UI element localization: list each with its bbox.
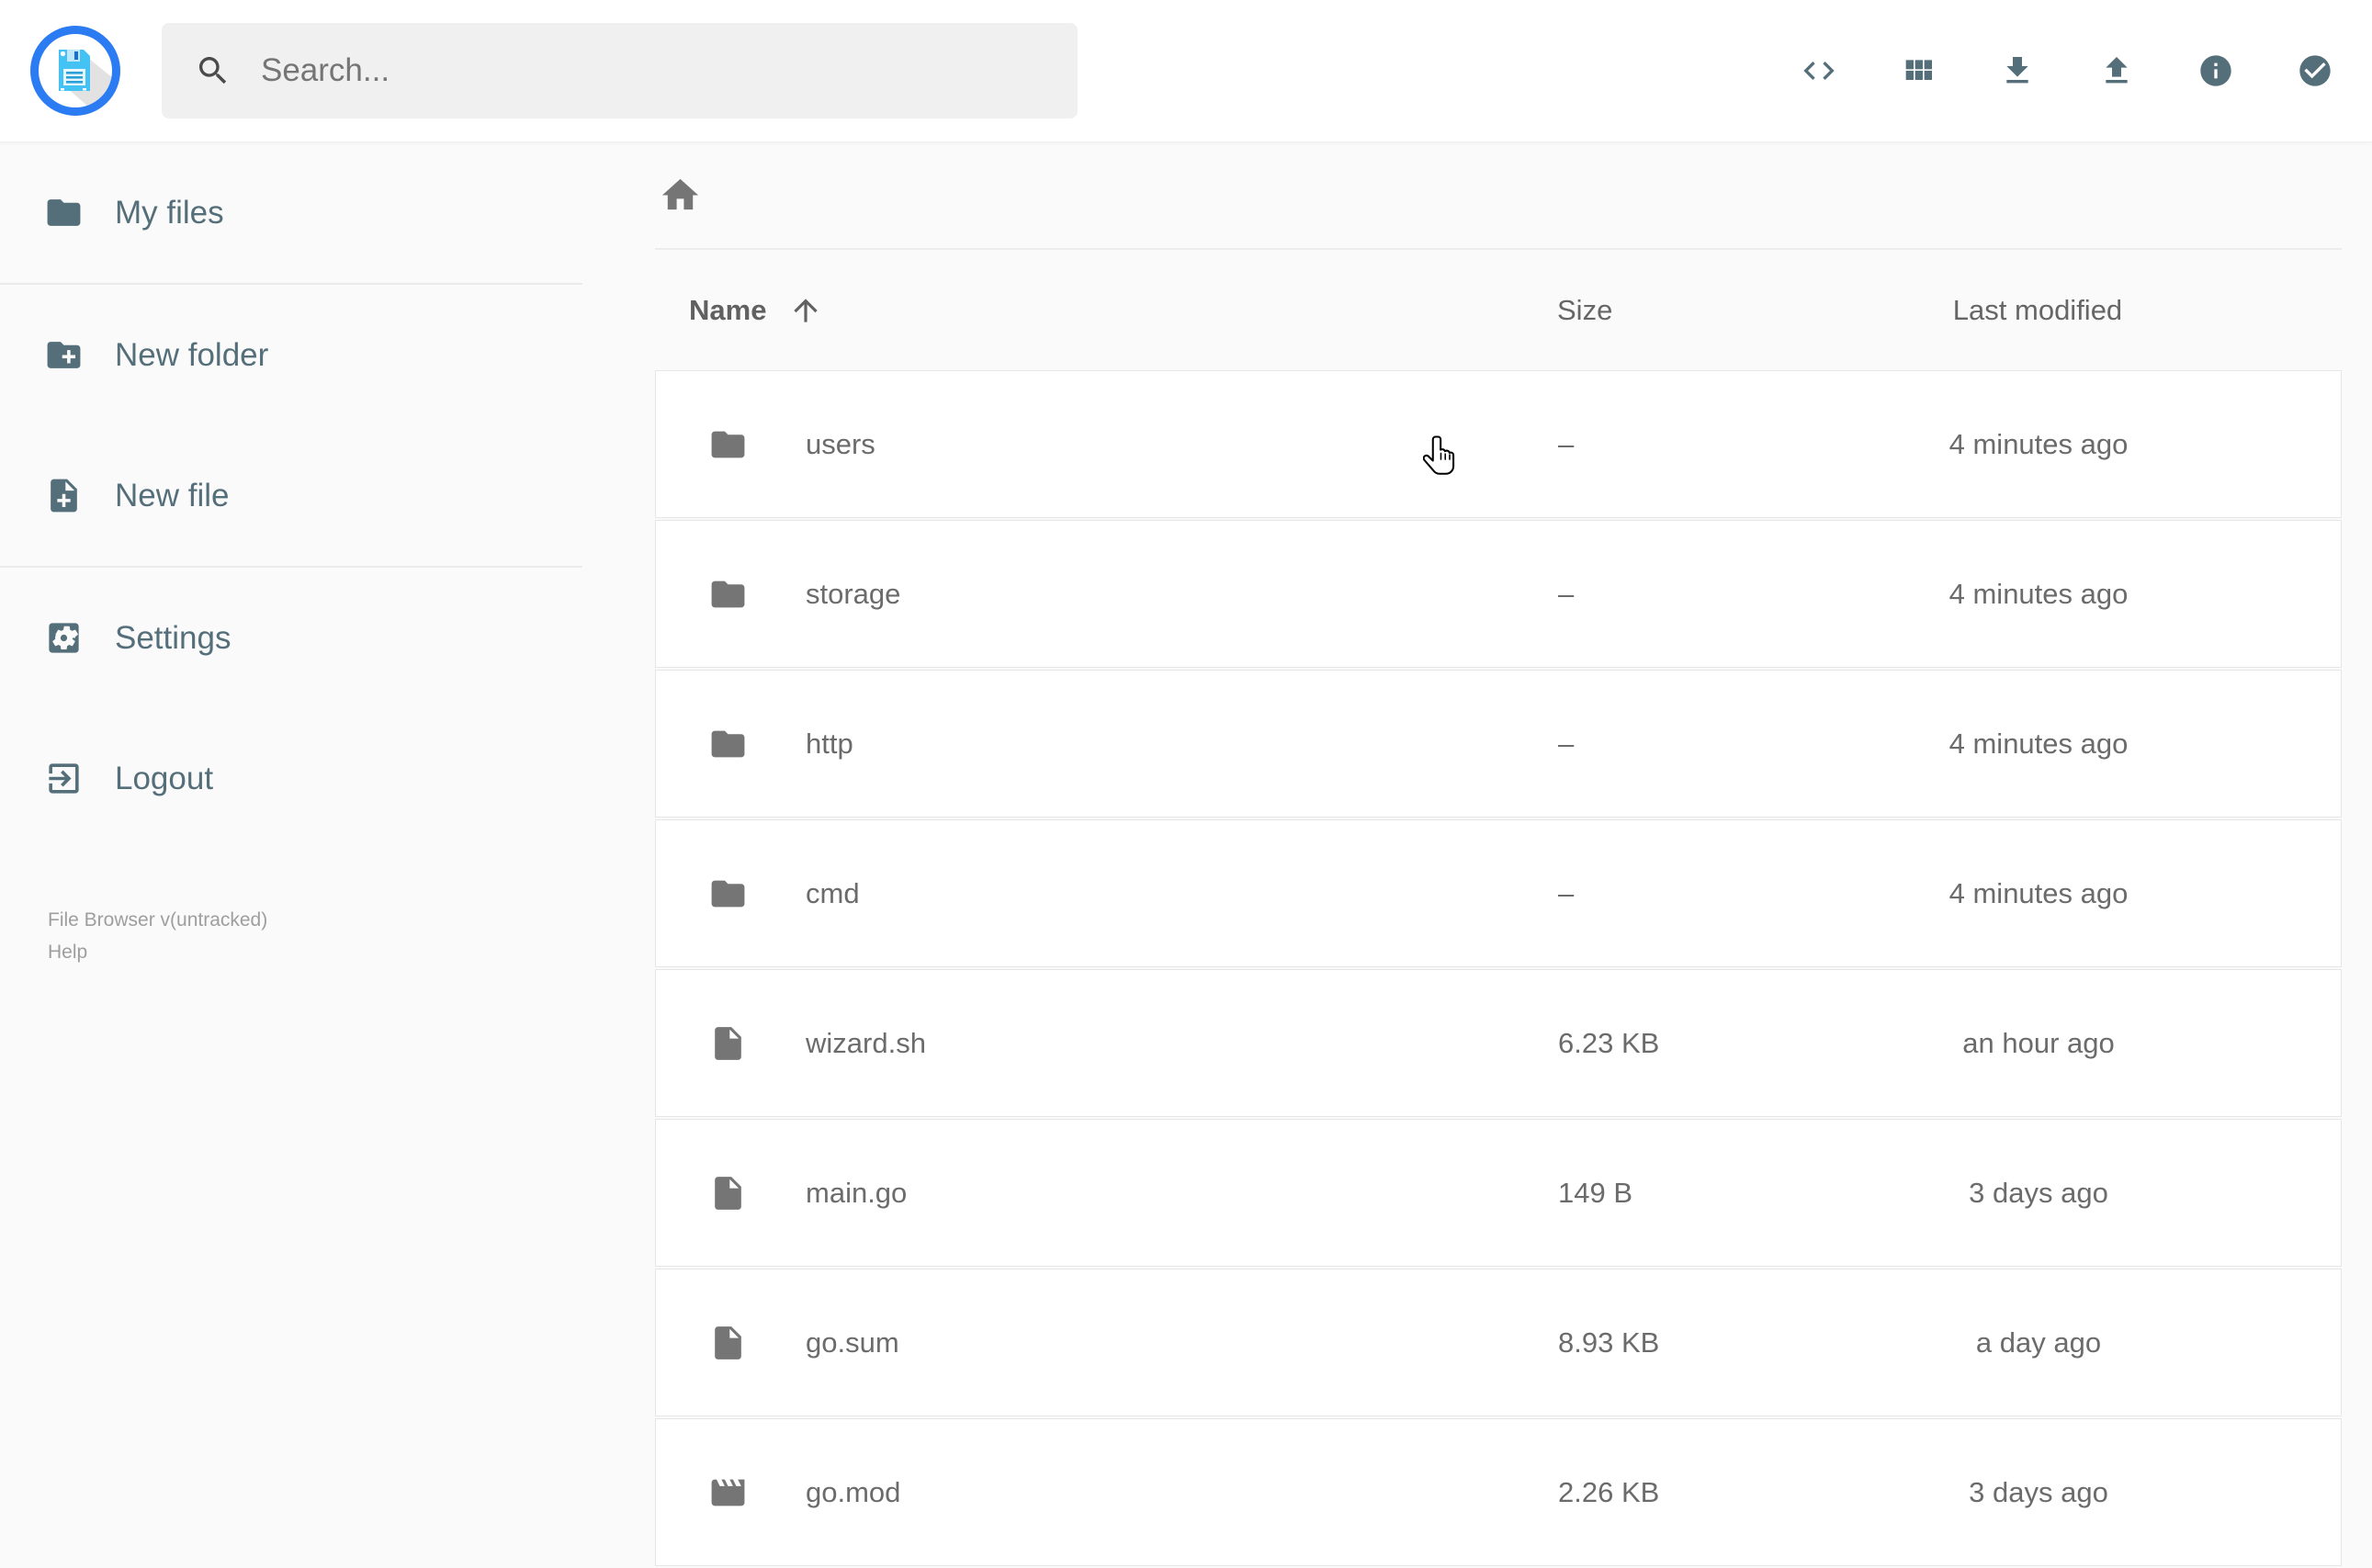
file-row-users[interactable]: users – 4 minutes ago bbox=[655, 370, 2342, 518]
settings-icon bbox=[44, 618, 84, 658]
main-content: Name Size Last modified users – 4 minutes … bbox=[655, 142, 2342, 1568]
file-name: storage bbox=[806, 577, 901, 610]
new-folder-icon bbox=[44, 335, 84, 375]
new-file-icon bbox=[44, 476, 84, 515]
code-icon bbox=[1801, 52, 1837, 89]
column-header-name-label: Name bbox=[689, 293, 767, 326]
file-size: 8.93 KB bbox=[1558, 1325, 1660, 1359]
file-size: – bbox=[1558, 876, 1575, 909]
file-modified: 4 minutes ago bbox=[1948, 577, 2129, 610]
folder-icon bbox=[708, 874, 748, 913]
folder-icon bbox=[44, 193, 84, 232]
file-name: go.sum bbox=[806, 1325, 899, 1359]
sidebar-item-settings[interactable]: Settings bbox=[0, 568, 582, 708]
sidebar-item-my-files[interactable]: My files bbox=[0, 142, 582, 283]
file-size: – bbox=[1558, 727, 1575, 760]
file-icon bbox=[708, 1323, 748, 1362]
sidebar-item-label: New file bbox=[115, 477, 230, 513]
folder-icon bbox=[708, 424, 748, 464]
column-header-modified[interactable]: Last modified bbox=[1952, 293, 2123, 326]
file-modified: 3 days ago bbox=[1969, 1176, 2108, 1209]
file-name: go.mod bbox=[806, 1475, 901, 1508]
breadcrumb bbox=[655, 142, 2342, 250]
floppy-logo-icon bbox=[29, 25, 121, 117]
file-modified: 4 minutes ago bbox=[1948, 427, 2129, 460]
sidebar-divider bbox=[0, 566, 582, 568]
sidebar-nav: My files New folder New file Settings Logout bbox=[0, 142, 582, 849]
search-icon bbox=[195, 52, 232, 89]
file-row-go-sum[interactable]: go.sum 8.93 KB a day ago bbox=[655, 1269, 2342, 1416]
file-row-cmd[interactable]: cmd – 4 minutes ago bbox=[655, 819, 2342, 967]
select-multiple-button[interactable] bbox=[2297, 52, 2333, 89]
file-row-main-go[interactable]: main.go 149 B 3 days ago bbox=[655, 1119, 2342, 1267]
file-modified: 4 minutes ago bbox=[1948, 876, 2129, 909]
check-circle-icon bbox=[2297, 52, 2333, 89]
file-row-wizard-sh[interactable]: wizard.sh 6.23 KB an hour ago bbox=[655, 969, 2342, 1117]
sidebar-item-label: New folder bbox=[115, 336, 269, 373]
file-modified: a day ago bbox=[1975, 1325, 2102, 1359]
file-size: – bbox=[1558, 577, 1575, 610]
file-icon bbox=[708, 1173, 748, 1213]
file-name: cmd bbox=[806, 876, 860, 909]
info-button[interactable] bbox=[2197, 52, 2234, 89]
view-mode-button[interactable] bbox=[1900, 52, 1937, 89]
file-size: 149 B bbox=[1558, 1176, 1633, 1209]
sidebar-item-label: My files bbox=[115, 194, 224, 231]
logout-icon bbox=[44, 759, 84, 798]
header-actions bbox=[1801, 52, 2333, 89]
download-button[interactable] bbox=[1999, 52, 2036, 89]
help-link[interactable]: Help bbox=[48, 942, 88, 963]
sort-arrow-up-icon bbox=[788, 293, 823, 328]
file-size: – bbox=[1558, 427, 1575, 460]
file-list: users – 4 minutes ago storage – 4 minutes ago… bbox=[655, 370, 2342, 1566]
top-header-bar bbox=[0, 0, 2372, 142]
file-name: wizard.sh bbox=[806, 1026, 926, 1059]
file-size: 2.26 KB bbox=[1558, 1475, 1660, 1508]
sidebar-item-label: Settings bbox=[115, 619, 232, 656]
file-modified: an hour ago bbox=[1962, 1026, 2115, 1059]
download-icon bbox=[1999, 52, 2036, 89]
movie-icon bbox=[708, 1472, 748, 1512]
file-size: 6.23 KB bbox=[1558, 1026, 1660, 1059]
sidebar-item-logout[interactable]: Logout bbox=[0, 708, 582, 849]
file-name: http bbox=[806, 727, 853, 760]
shell-button[interactable] bbox=[1801, 52, 1837, 89]
upload-icon bbox=[2098, 52, 2135, 89]
file-row-storage[interactable]: storage – 4 minutes ago bbox=[655, 520, 2342, 668]
search-bar[interactable] bbox=[162, 23, 1078, 118]
breadcrumb-home-button[interactable] bbox=[659, 174, 702, 217]
file-icon bbox=[708, 1023, 748, 1063]
sidebar-item-new-file[interactable]: New file bbox=[0, 425, 582, 566]
file-row-http[interactable]: http – 4 minutes ago bbox=[655, 670, 2342, 818]
sidebar-divider bbox=[0, 283, 582, 285]
file-name: main.go bbox=[806, 1176, 908, 1209]
file-modified: 4 minutes ago bbox=[1948, 727, 2129, 760]
sidebar-item-label: Logout bbox=[115, 760, 214, 796]
version-link[interactable]: File Browser v(untracked) bbox=[48, 909, 268, 931]
sidebar-credits: File Browser v(untracked) Help bbox=[48, 904, 582, 968]
listing-header: Name Size Last modified bbox=[655, 250, 2342, 370]
app-logo[interactable] bbox=[29, 25, 121, 117]
column-header-size[interactable]: Size bbox=[1557, 293, 1613, 326]
info-icon bbox=[2197, 52, 2234, 89]
home-icon bbox=[659, 174, 702, 217]
file-row-go-mod[interactable]: go.mod 2.26 KB 3 days ago bbox=[655, 1418, 2342, 1566]
grid-view-icon bbox=[1900, 52, 1937, 89]
folder-icon bbox=[708, 724, 748, 763]
column-header-name[interactable]: Name bbox=[689, 293, 823, 328]
sidebar: My files New folder New file Settings Logout… bbox=[0, 142, 582, 968]
search-input[interactable] bbox=[261, 52, 1045, 89]
folder-icon bbox=[708, 574, 748, 614]
file-name: users bbox=[806, 427, 875, 460]
file-modified: 3 days ago bbox=[1969, 1475, 2108, 1508]
sidebar-item-new-folder[interactable]: New folder bbox=[0, 285, 582, 425]
upload-button[interactable] bbox=[2098, 52, 2135, 89]
